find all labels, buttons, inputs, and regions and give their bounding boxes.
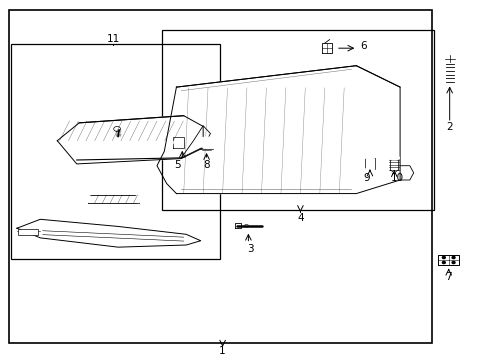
Polygon shape [88, 195, 138, 203]
Polygon shape [57, 116, 203, 164]
Text: 8: 8 [203, 159, 209, 170]
Circle shape [451, 261, 454, 264]
Polygon shape [176, 66, 399, 194]
Circle shape [173, 139, 183, 146]
Text: 3: 3 [246, 244, 253, 253]
Text: 1: 1 [219, 346, 225, 356]
Bar [9, 10, 431, 342]
Text: 9: 9 [363, 173, 369, 183]
Text: 10: 10 [390, 173, 403, 183]
Circle shape [451, 256, 454, 258]
Polygon shape [365, 158, 374, 169]
Text: 7: 7 [445, 272, 451, 282]
Polygon shape [399, 166, 413, 180]
Polygon shape [234, 223, 240, 228]
Polygon shape [181, 126, 210, 158]
Polygon shape [17, 219, 201, 247]
Text: 6: 6 [360, 41, 366, 51]
Circle shape [202, 140, 210, 145]
Circle shape [185, 239, 191, 243]
Bar [19, 229, 38, 235]
Text: 5: 5 [174, 159, 181, 170]
Ellipse shape [365, 168, 374, 171]
Text: 4: 4 [297, 212, 303, 222]
Ellipse shape [134, 195, 142, 203]
Bar [11, 44, 220, 258]
Polygon shape [172, 137, 184, 148]
Text: 2: 2 [446, 122, 452, 132]
Circle shape [442, 256, 445, 258]
Circle shape [444, 55, 454, 62]
Polygon shape [322, 43, 331, 53]
Ellipse shape [84, 195, 92, 203]
Circle shape [199, 137, 214, 148]
Polygon shape [437, 255, 458, 265]
Text: 11: 11 [106, 34, 120, 44]
Ellipse shape [365, 157, 374, 159]
Bar [162, 30, 433, 210]
Ellipse shape [388, 156, 399, 160]
Circle shape [442, 261, 445, 264]
